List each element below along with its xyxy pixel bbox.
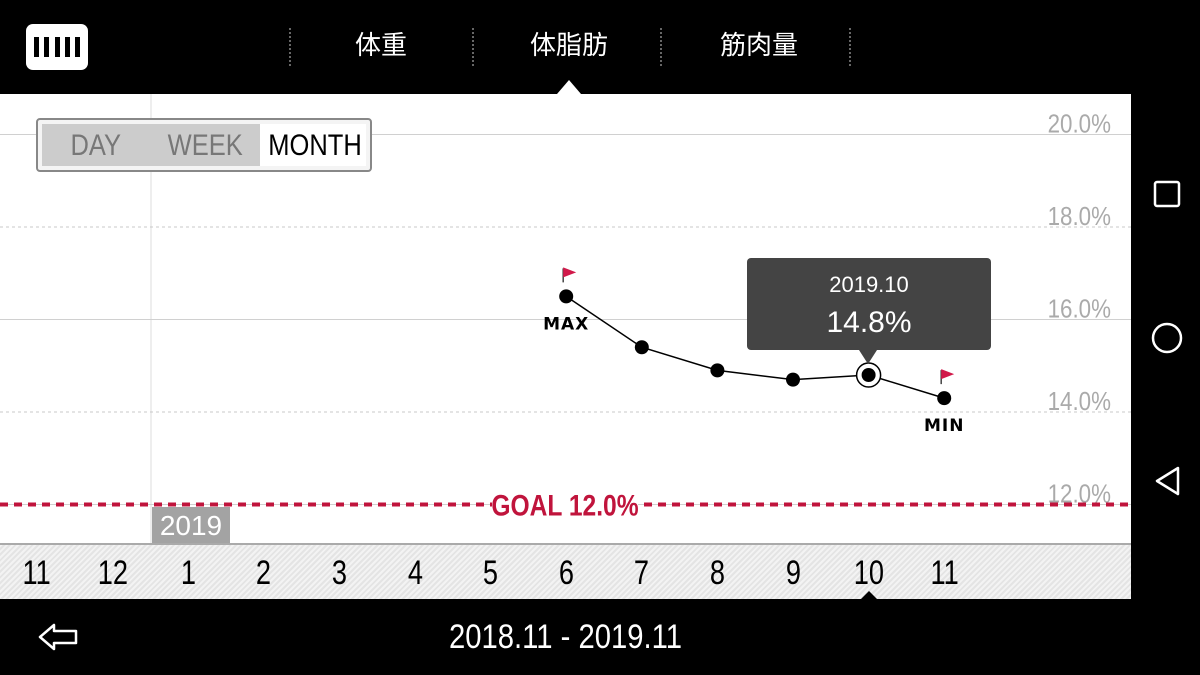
square-recent-apps-icon[interactable] bbox=[1153, 180, 1181, 212]
month-axis[interactable]: 11 12 1 2 3 4 5 6 7 8 9 10 11 bbox=[0, 543, 1131, 599]
tanita-logo-icon bbox=[26, 24, 88, 70]
month-label[interactable]: 2 bbox=[256, 554, 272, 592]
month-label[interactable]: 3 bbox=[331, 554, 347, 592]
data-point bbox=[786, 372, 800, 387]
max-label: MAX bbox=[543, 314, 589, 334]
month-label[interactable]: 8 bbox=[709, 554, 725, 592]
selected-month-indicator bbox=[859, 591, 879, 599]
month-label[interactable]: 1 bbox=[180, 554, 196, 592]
data-point bbox=[861, 368, 876, 382]
chart-area[interactable]: 12.0% 14.0% 16.0% 18.0% 20.0% GOAL 12.0% MAX MI… bbox=[0, 94, 1131, 599]
series-line bbox=[565, 295, 945, 399]
tooltip-date: 2019.10 bbox=[829, 272, 909, 297]
month-label[interactable]: 5 bbox=[483, 554, 499, 592]
tab-weight[interactable]: 体重 bbox=[354, 31, 407, 61]
flag-icon bbox=[940, 369, 955, 385]
date-range-label: 2018.11 - 2019.11 bbox=[448, 618, 683, 656]
y-tick-label: 16.0% bbox=[1048, 295, 1111, 324]
arrow-left-icon[interactable] bbox=[36, 617, 84, 657]
goal-label: GOAL 12.0% bbox=[491, 488, 638, 522]
active-tab-indicator bbox=[557, 80, 581, 94]
month-label[interactable]: 6 bbox=[558, 554, 574, 592]
body-fat-chart: 12.0%14.0%16.0%18.0%20.0%GOAL 12.0%MAXMI… bbox=[0, 94, 1131, 543]
month-label[interactable]: 11 bbox=[930, 554, 959, 592]
tooltip-value: 14.8% bbox=[826, 306, 912, 339]
period-day-button[interactable]: DAY bbox=[42, 124, 151, 166]
period-month-button[interactable]: MONTH bbox=[260, 124, 366, 166]
tab-divider bbox=[849, 28, 851, 66]
top-bar: 体重 体脂肪 筋肉量 bbox=[0, 0, 1131, 94]
data-point bbox=[710, 363, 725, 378]
bottom-bar: 2018.11 - 2019.11 bbox=[0, 599, 1131, 675]
value-tooltip: 2019.10 14.8% bbox=[747, 258, 991, 364]
data-point bbox=[937, 391, 952, 406]
y-tick-label: 14.0% bbox=[1048, 387, 1111, 416]
month-label[interactable]: 4 bbox=[407, 554, 423, 592]
y-tick-label: 20.0% bbox=[1048, 110, 1111, 139]
period-week-button[interactable]: WEEK bbox=[150, 124, 260, 166]
data-point bbox=[634, 340, 649, 355]
month-label[interactable]: 9 bbox=[785, 554, 801, 592]
month-label[interactable]: 7 bbox=[634, 554, 650, 592]
y-tick-label: 18.0% bbox=[1048, 202, 1111, 231]
triangle-back-icon[interactable] bbox=[1153, 465, 1183, 501]
min-label: MIN bbox=[924, 416, 964, 436]
system-nav-bar bbox=[1131, 0, 1200, 675]
circle-home-icon[interactable] bbox=[1151, 321, 1183, 359]
flag-icon bbox=[562, 267, 577, 283]
month-label[interactable]: 10 bbox=[853, 554, 884, 592]
data-point bbox=[559, 289, 574, 304]
tab-muscle-mass[interactable]: 筋肉量 bbox=[719, 31, 798, 61]
tab-divider bbox=[660, 28, 662, 66]
tab-divider bbox=[289, 28, 291, 66]
goal-label-bg bbox=[492, 488, 638, 521]
month-label[interactable]: 11 bbox=[22, 554, 52, 592]
tab-divider bbox=[472, 28, 474, 66]
period-selector: DAY WEEK MONTH bbox=[36, 118, 372, 172]
month-label[interactable]: 12 bbox=[97, 554, 128, 592]
year-marker: 2019 bbox=[152, 507, 230, 545]
tab-body-fat[interactable]: 体脂肪 bbox=[529, 31, 608, 61]
